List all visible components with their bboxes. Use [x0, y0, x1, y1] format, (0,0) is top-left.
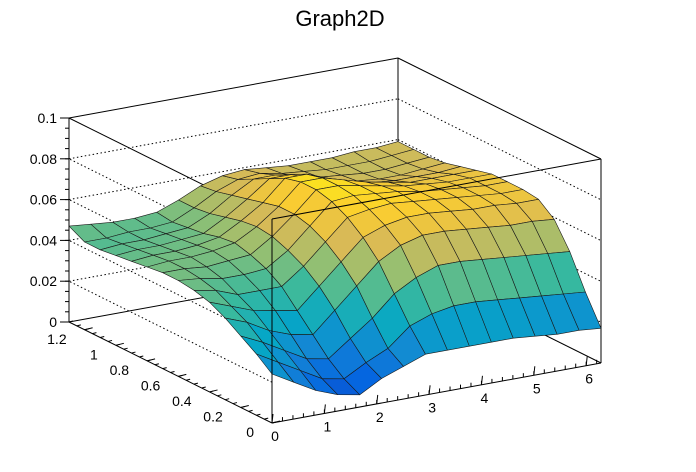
x-tick-label: 2 [376, 409, 384, 425]
grid-line [397, 98, 602, 201]
axis-ticks: 0 0.02 0.04 0.06 0.08 0.1 0 1 2 3 4 5 6 0 0.2 0.4 0.6 0.8… [30, 110, 598, 444]
y-minor-tick [123, 347, 128, 350]
y-minor-tick [248, 409, 253, 412]
y-minor-tick [217, 394, 222, 397]
grid-line [68, 98, 399, 160]
y-tick-label: 0.6 [141, 377, 161, 393]
y-minor-tick [68, 320, 74, 323]
y-minor-tick [139, 355, 144, 358]
x-tick-label: 5 [533, 380, 541, 396]
y-minor-tick [115, 343, 120, 346]
x-tick-label: 0 [271, 428, 279, 444]
axis-box-front [271, 158, 602, 424]
y-minor-tick [178, 374, 183, 377]
z-tick-label: 0.06 [30, 192, 57, 208]
y-tick-label: 0 [246, 424, 254, 440]
y-minor-tick [100, 336, 105, 339]
axis-box-edge [68, 57, 399, 119]
y-minor-tick [162, 367, 167, 370]
axis-box-edge [271, 158, 602, 220]
grid-line [68, 280, 273, 383]
y-minor-tick [76, 324, 81, 327]
y-minor-tick [185, 378, 191, 381]
x-tick-label: 4 [481, 390, 489, 406]
y-minor-tick [131, 351, 136, 354]
z-tick-label: 0.04 [30, 232, 57, 248]
y-minor-tick [264, 417, 269, 420]
y-minor-tick [193, 382, 199, 385]
y-minor-tick [209, 390, 214, 393]
z-tick-label: 0.1 [38, 110, 58, 126]
chart-title: Graph2D [295, 6, 384, 31]
y-tick-label: 0.8 [110, 362, 130, 378]
y-minor-tick [107, 339, 113, 342]
y-tick-label: 0.2 [203, 408, 223, 424]
y-minor-tick [201, 386, 206, 389]
y-tick-label: 0.4 [172, 393, 192, 409]
x-tick-label: 1 [323, 418, 331, 434]
axis-box-edge [271, 362, 602, 424]
y-minor-tick [225, 398, 230, 401]
z-tick-label: 0.02 [30, 273, 57, 289]
y-tick-label: 1.2 [47, 331, 67, 347]
y-minor-tick [170, 371, 175, 373]
y-tick-label: 1 [90, 346, 98, 362]
y-minor-tick [154, 363, 160, 366]
y-minor-tick [92, 332, 97, 335]
x-tick-label: 3 [428, 399, 436, 415]
y-minor-tick [84, 328, 89, 331]
grid-line [68, 239, 273, 342]
y-minor-tick [271, 421, 277, 424]
y-minor-tick [256, 413, 261, 416]
y-minor-tick [146, 359, 152, 362]
y-minor-tick [240, 405, 245, 408]
surface [68, 141, 602, 396]
surface-cell [563, 291, 602, 331]
x-tick-label: 6 [585, 371, 593, 387]
z-tick-label: 0.08 [30, 151, 57, 167]
axis-box-edge [397, 57, 602, 160]
z-tick-label: 0 [49, 314, 57, 330]
y-minor-tick [232, 402, 238, 405]
